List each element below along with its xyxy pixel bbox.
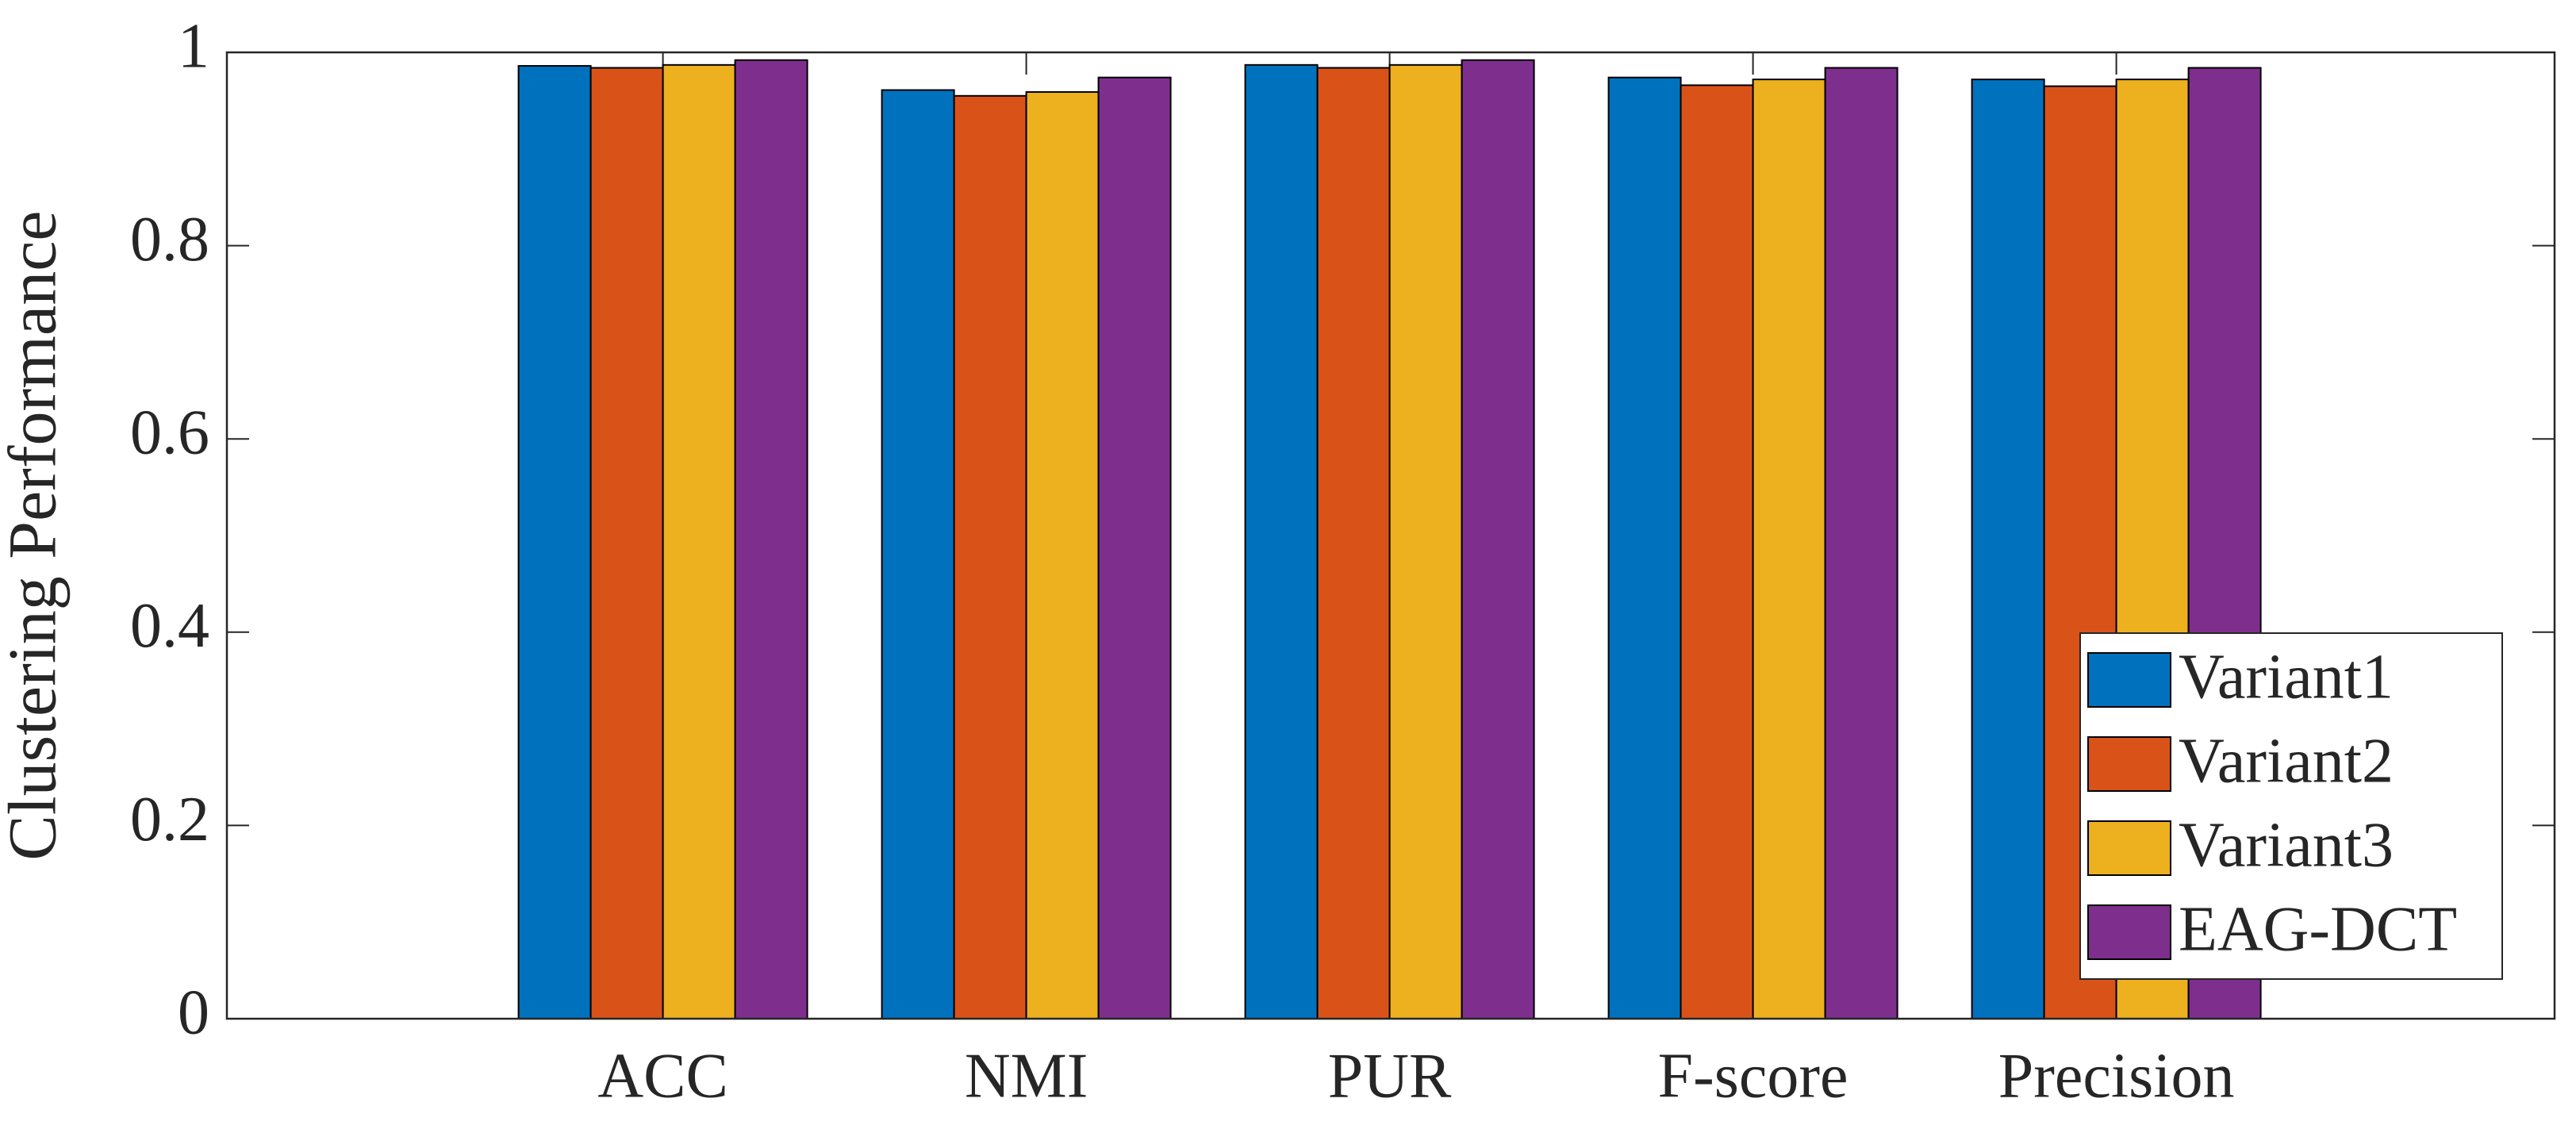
- legend-swatch: [2087, 820, 2171, 876]
- bar: [1316, 67, 1391, 1020]
- x-tick-label: Precision: [1998, 1041, 2235, 1111]
- axes-box: [225, 51, 2556, 1020]
- bar: [662, 63, 736, 1020]
- x-tick-label: F-score: [1658, 1041, 1849, 1111]
- bar: [1971, 79, 2045, 1020]
- bar: [1097, 76, 1172, 1020]
- legend-swatch: [2087, 652, 2171, 708]
- x-tick-label: PUR: [1328, 1041, 1452, 1111]
- y-axis-label: Clustering Performance: [0, 210, 71, 860]
- bar: [734, 59, 808, 1020]
- bar: [589, 67, 664, 1020]
- bar: [1680, 84, 1754, 1020]
- legend-label: Variant3: [2179, 810, 2394, 880]
- legend-label: EAG-DCT: [2179, 894, 2457, 964]
- y-tick-label: 0.8: [130, 205, 209, 275]
- x-tick-label: ACC: [597, 1041, 728, 1111]
- bar: [1025, 90, 1100, 1020]
- y-tick-label: 0.2: [130, 785, 209, 854]
- y-tick-label: 0.6: [130, 398, 209, 468]
- bar: [1461, 59, 1535, 1020]
- legend-label: Variant2: [2179, 726, 2394, 796]
- y-tick-label: 0: [178, 977, 209, 1047]
- bar: [1607, 76, 1682, 1020]
- legend-label: Variant1: [2179, 642, 2394, 712]
- legend-swatch: [2087, 904, 2171, 960]
- bar: [1244, 63, 1319, 1020]
- y-tick-label: 1: [178, 11, 209, 81]
- legend-swatch: [2087, 736, 2171, 792]
- bar: [1824, 67, 1898, 1020]
- y-tick-label: 0.4: [130, 591, 209, 661]
- bar: [881, 89, 955, 1020]
- bar: [1388, 63, 1463, 1020]
- x-tick-label: NMI: [965, 1041, 1088, 1111]
- bar: [953, 94, 1027, 1020]
- bar: [1752, 79, 1826, 1020]
- bar: [517, 65, 592, 1020]
